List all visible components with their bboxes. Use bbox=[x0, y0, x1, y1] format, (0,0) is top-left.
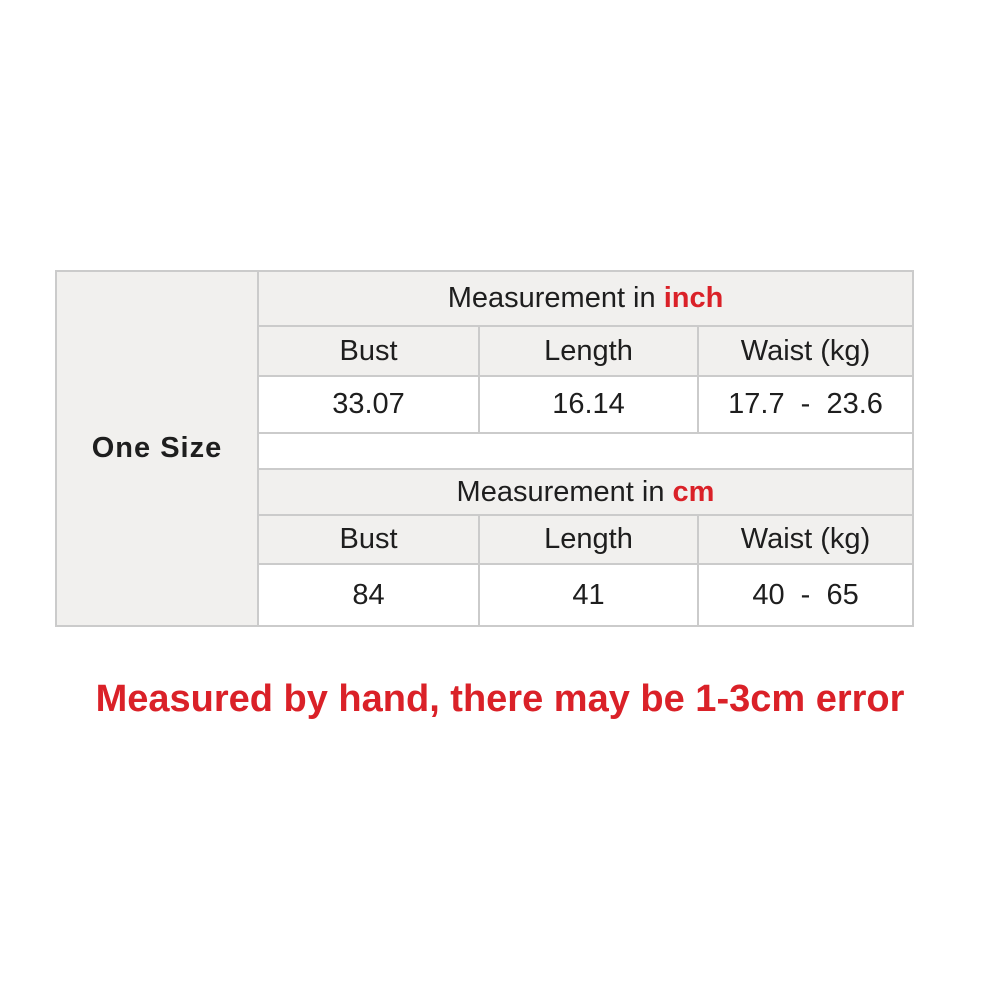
unit-header-cell-inch: Measurement in inch bbox=[256, 270, 915, 327]
value-waist-cm: 40 - 65 bbox=[696, 563, 915, 627]
size-chart: One Size Measurement in inch Bust Length… bbox=[55, 270, 915, 627]
unit-header-prefix: Measurement in bbox=[456, 475, 673, 508]
unit-header-unit-cm: cm bbox=[672, 475, 715, 508]
col-header-length-cm: Length bbox=[478, 514, 699, 565]
size-chart-table: One Size Measurement in inch Bust Length… bbox=[55, 270, 915, 627]
measurement-error-note: Measured by hand, there may be 1-3cm err… bbox=[95, 678, 905, 720]
size-label-cell: One Size bbox=[55, 270, 259, 627]
value-bust-cm: 84 bbox=[257, 563, 480, 627]
spacer-cell bbox=[256, 432, 915, 470]
unit-header-row-inch: One Size Measurement in inch bbox=[55, 270, 915, 627]
column-header-row-cm: Bust Length Waist (kg) bbox=[56, 514, 915, 565]
value-row-cm: 84 41 40 - 65 bbox=[56, 563, 915, 627]
value-row-inch: 33.07 16.14 17.7 - 23.6 bbox=[56, 375, 915, 434]
col-header-waist-inch: Waist (kg) bbox=[696, 325, 915, 377]
column-header-row-inch: Bust Length Waist (kg) bbox=[56, 325, 915, 377]
col-header-length-inch: Length bbox=[478, 325, 699, 377]
unit-header-unit-inch: inch bbox=[663, 282, 724, 314]
col-header-bust-cm: Bust bbox=[257, 514, 480, 565]
unit-header-row-cm: Measurement in cm bbox=[56, 468, 915, 516]
unit-header-cell-cm: Measurement in cm bbox=[256, 468, 915, 516]
value-length-cm: 41 bbox=[478, 563, 699, 627]
spacer-row bbox=[56, 432, 915, 470]
col-header-bust-inch: Bust bbox=[257, 325, 480, 377]
unit-header-prefix: Measurement in bbox=[447, 282, 664, 314]
value-waist-inch: 17.7 - 23.6 bbox=[696, 375, 915, 434]
col-header-waist-cm: Waist (kg) bbox=[696, 514, 915, 565]
value-length-inch: 16.14 bbox=[478, 375, 699, 434]
value-bust-inch: 33.07 bbox=[257, 375, 480, 434]
